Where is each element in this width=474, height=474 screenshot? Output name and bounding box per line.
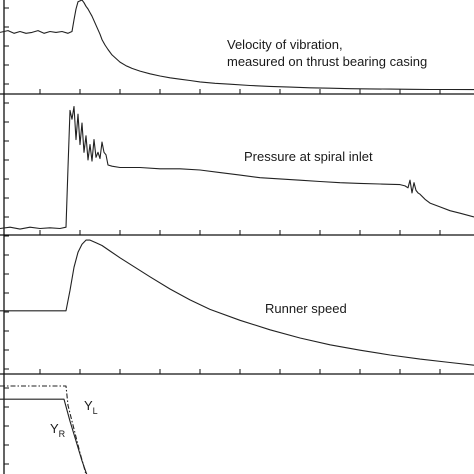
yl-trace [0,385,87,474]
vibration-trace [0,0,474,91]
yr-trace [0,398,88,474]
vibration-label-line1: Velocity of vibration, [227,37,343,52]
yr-label-main: Y [50,421,59,436]
vibration-label-line2: measured on thrust bearing casing [227,54,427,69]
yl-label: YL [84,398,98,416]
tick-marks [4,7,441,465]
yl-label-sub: L [93,406,98,416]
pressure-label: Pressure at spiral inlet [244,149,373,164]
yr-label: YR [50,421,66,439]
yl-label-main: Y [84,398,93,413]
runner-speed-trace [0,239,474,366]
pressure-trace [0,105,474,230]
yr-label-sub: R [59,429,66,439]
runner-speed-label: Runner speed [265,301,347,316]
